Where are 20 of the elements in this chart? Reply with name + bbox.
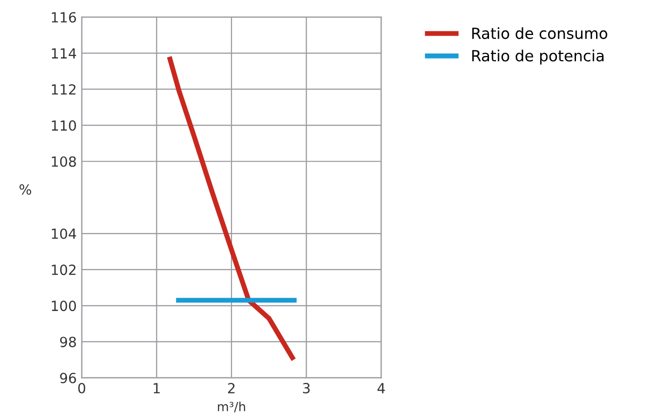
y-tick-label: 104: [52, 228, 76, 239]
y-tick-label: 116: [52, 12, 76, 23]
y-tick-label: 98: [60, 336, 76, 348]
y-tick-label: 102: [52, 264, 76, 276]
y-axis-title: %: [20, 184, 32, 195]
y-tick-label: 112: [52, 84, 76, 95]
x-tick-label: 2: [228, 382, 235, 394]
x-tick-label: 3: [303, 382, 310, 394]
x-tick-label: 4: [377, 383, 385, 394]
line-series: [166, 54, 296, 362]
x-tick-label: 0: [78, 382, 86, 394]
y-tick-label: 114: [52, 48, 76, 58]
legend-label: Ratio de consumo: [472, 27, 608, 40]
legend-label: Ratio de potencia: [472, 50, 604, 64]
y-tick-label: 100: [52, 300, 76, 312]
x-tick-label: 1: [154, 383, 160, 394]
x-axis-title: m³/h: [218, 402, 246, 412]
y-tick-label: 108: [52, 156, 76, 167]
y-tick-label: 110: [52, 120, 76, 131]
y-tick-label: 96: [60, 372, 76, 384]
